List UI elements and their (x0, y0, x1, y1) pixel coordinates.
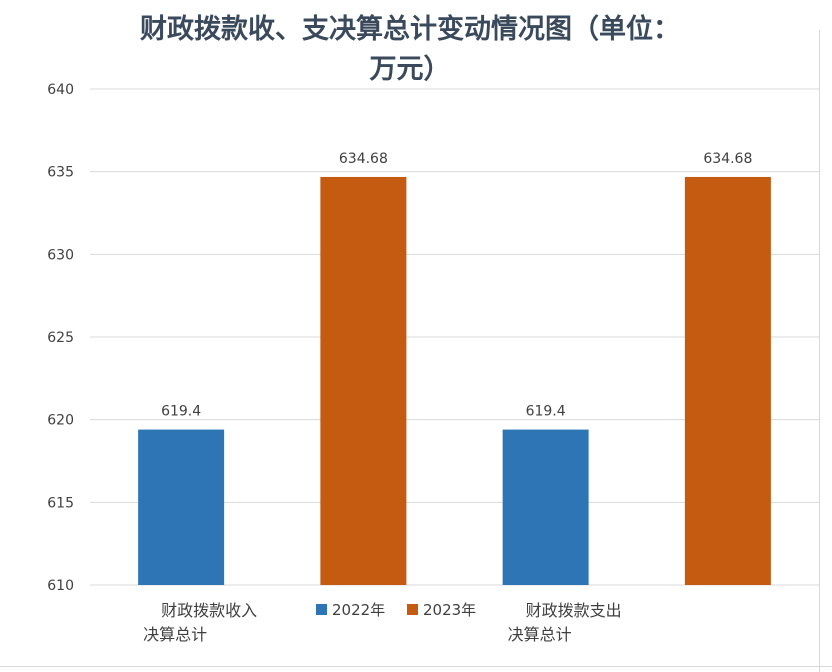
y-tick-label: 610 (47, 578, 74, 594)
chart-title: 财政拨款收、支决算总计变动情况图（单位： 万元） (60, 10, 760, 90)
data-label: 619.4 (526, 404, 566, 420)
legend-label: 2023年 (423, 601, 476, 619)
data-label: 634.68 (339, 151, 388, 167)
legend-swatch (316, 604, 327, 615)
data-label: 619.4 (161, 404, 201, 420)
bottom-border (0, 666, 832, 667)
right-border (819, 30, 820, 672)
y-tick-label: 625 (47, 330, 74, 346)
data-label: 634.68 (703, 151, 752, 167)
y-tick-label: 620 (47, 413, 74, 429)
chart-title-line-2: 万元） (369, 54, 451, 85)
y-tick-label: 630 (47, 247, 74, 263)
x-tick-label-line-2: 决算总计 (508, 625, 572, 644)
legend-label: 2022年 (332, 601, 385, 619)
x-tick-label-line-2: 决算总计 (143, 625, 207, 644)
legend-swatch (407, 604, 418, 615)
chart-title-line-1: 财政拨款收、支决算总计变动情况图（单位： (140, 14, 680, 45)
bar (320, 176, 407, 585)
y-tick-label: 635 (47, 165, 74, 181)
y-tick-label: 615 (47, 495, 74, 511)
x-tick-label-line-1: 财政拨款支出 (526, 601, 622, 620)
bar (138, 429, 225, 585)
y-tick-label: 640 (47, 82, 74, 98)
x-tick-label-line-1: 财政拨款收入 (161, 601, 257, 620)
bar (684, 176, 771, 585)
bar (502, 429, 589, 585)
